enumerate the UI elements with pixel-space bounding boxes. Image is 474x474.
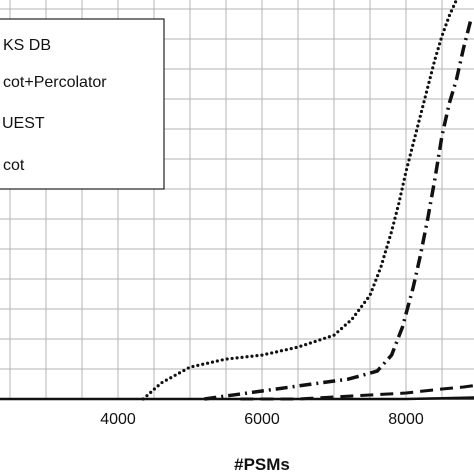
- x-tick-label: 8000: [388, 411, 424, 428]
- series-line-mascot-percolator: [204, 19, 473, 401]
- legend-label: KS DB: [3, 37, 51, 54]
- series-group: [0, 0, 474, 401]
- x-axis-title: #PSMs: [234, 455, 290, 474]
- series-line-xs-db: [141, 0, 459, 401]
- legend: KS DB cot+Percolator UEST cot: [0, 18, 165, 190]
- legend-label: UEST: [2, 115, 45, 132]
- legend-box: [0, 18, 165, 190]
- x-tick-label: 6000: [244, 411, 280, 428]
- x-tick-label: 4000: [100, 411, 136, 428]
- legend-label: cot+Percolator: [3, 74, 107, 91]
- series-line-mascot: [0, 396, 474, 401]
- legend-label: cot: [3, 157, 25, 174]
- series-line-quest: [240, 384, 474, 401]
- x-tick-labels: 4000 6000 8000: [100, 411, 424, 428]
